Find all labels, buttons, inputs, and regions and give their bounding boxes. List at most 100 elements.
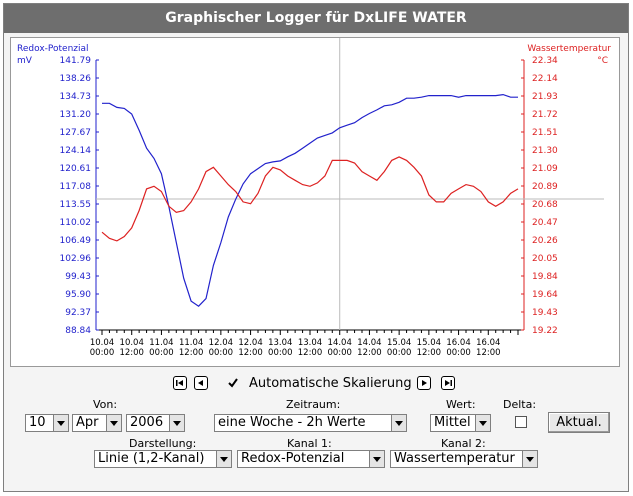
next-page-button[interactable] — [417, 376, 431, 390]
right-tick-label: 21.93 — [532, 92, 558, 102]
chevron-down-icon — [369, 451, 384, 467]
left-tick-label: 124.14 — [60, 146, 92, 156]
wert-label: Wert: — [446, 398, 476, 411]
right-tick-label: 20.47 — [532, 218, 558, 228]
right-tick-label: 20.68 — [532, 200, 558, 210]
left-tick-label: 138.26 — [60, 74, 92, 84]
left-tick-label: 88.84 — [65, 326, 91, 336]
x-tick-date: 11.04 — [179, 338, 203, 348]
chevron-down-icon — [216, 451, 231, 467]
x-tick-date: 15.04 — [387, 338, 411, 348]
left-tick-label: 134.73 — [60, 92, 92, 102]
left-tick-label: 120.61 — [60, 164, 92, 174]
kanal1-label: Kanal 1: — [287, 437, 332, 450]
last-page-button[interactable] — [441, 376, 455, 390]
darstellung-select[interactable]: Linie (1,2-Kanal) — [94, 450, 232, 468]
right-tick-label: 21.09 — [532, 164, 558, 174]
x-tick-date: 12.04 — [209, 338, 233, 348]
kanal1-value: Redox-Potenzial — [241, 451, 345, 466]
left-tick-label: 102.96 — [60, 254, 92, 264]
next-icon — [422, 380, 427, 386]
x-tick-time: 12:00 — [298, 348, 323, 358]
right-tick-label: 19.43 — [532, 308, 558, 318]
x-tick-date: 16.04 — [446, 338, 470, 348]
delta-checkbox[interactable] — [515, 416, 527, 428]
x-tick-date: 14.04 — [328, 338, 352, 348]
left-tick-label: 99.43 — [65, 272, 91, 282]
x-tick-date: 12.04 — [238, 338, 262, 348]
year-value: 2006 — [130, 415, 164, 430]
wert-value: Mittel — [434, 415, 471, 430]
left-tick-label: 110.02 — [60, 218, 92, 228]
x-tick-date: 10.04 — [120, 338, 144, 348]
day-value: 10 — [29, 415, 46, 430]
temperature-series-line — [101, 156, 519, 242]
zeitraum-select[interactable]: eine Woche - 2h Werte — [214, 414, 407, 432]
zeitraum-value: eine Woche - 2h Werte — [218, 415, 366, 430]
right-tick-label: 19.84 — [532, 272, 558, 282]
x-tick-time: 00:00 — [209, 348, 234, 358]
x-tick-time: 00:00 — [446, 348, 471, 358]
kanal2-select[interactable]: Wassertemperatur — [390, 450, 538, 468]
kanal2-value: Wassertemperatur — [394, 451, 515, 466]
left-tick-label: 106.49 — [60, 236, 92, 246]
darstellung-value: Linie (1,2-Kanal) — [98, 451, 205, 466]
left-tick-label: 113.55 — [60, 200, 92, 210]
month-value: Apr — [76, 415, 99, 430]
left-tick-label: 92.37 — [65, 308, 91, 318]
right-tick-label: 21.30 — [532, 146, 558, 156]
chevron-down-icon — [106, 415, 121, 431]
left-tick-label: 95.90 — [65, 290, 91, 300]
von-label: Von: — [93, 398, 118, 411]
x-tick-date: 13.04 — [298, 338, 322, 348]
update-button[interactable]: Aktual. — [548, 412, 610, 433]
chevron-down-icon — [169, 415, 184, 431]
right-axis-label: Wassertemperatur — [527, 44, 611, 54]
previous-page-button[interactable] — [194, 376, 208, 390]
x-tick-time: 12:00 — [179, 348, 204, 358]
right-tick-label: 20.26 — [532, 236, 558, 246]
chart-panel: Redox-Potenzial mV Wassertemperatur °C 1… — [10, 37, 620, 367]
right-tick-label: 20.89 — [532, 182, 558, 192]
x-tick-time: 12:00 — [417, 348, 442, 358]
left-tick-label: 131.20 — [60, 110, 92, 120]
logger-chart: Redox-Potenzial mV Wassertemperatur °C 1… — [17, 38, 611, 358]
right-tick-label: 21.51 — [532, 128, 558, 138]
wert-select[interactable]: Mittel — [430, 414, 491, 432]
delta-label: Delta: — [503, 398, 537, 411]
x-tick-date: 13.04 — [268, 338, 292, 348]
x-tick-date: 15.04 — [417, 338, 441, 348]
left-axis-unit: mV — [17, 56, 33, 66]
first-page-button[interactable] — [173, 376, 187, 390]
left-tick-label: 117.08 — [60, 182, 92, 192]
left-tick-label: 141.79 — [60, 56, 92, 66]
left-axis-label: Redox-Potenzial — [17, 44, 89, 54]
kanal2-label: Kanal 2: — [441, 437, 486, 450]
redox-series-line — [102, 93, 518, 307]
month-select[interactable]: Apr — [72, 414, 122, 432]
autoscale-label: Automatische Skalierung — [249, 376, 412, 391]
chevron-down-icon — [53, 415, 68, 431]
chevron-down-icon — [475, 415, 490, 431]
right-tick-label: 19.22 — [532, 326, 558, 336]
day-select[interactable]: 10 — [25, 414, 69, 432]
x-tick-date: 10.04 — [90, 338, 114, 348]
x-tick-time: 00:00 — [387, 348, 412, 358]
right-tick-label: 22.14 — [532, 74, 558, 84]
x-tick-time: 00:00 — [90, 348, 115, 358]
skip-first-icon — [176, 380, 183, 386]
right-tick-label: 20.05 — [532, 254, 558, 264]
checkmark-icon — [228, 378, 238, 388]
chevron-down-icon — [522, 451, 537, 467]
kanal1-select[interactable]: Redox-Potenzial — [237, 450, 385, 468]
darstellung-label: Darstellung: — [129, 437, 197, 450]
left-tick-label: 127.67 — [60, 128, 92, 138]
prev-icon — [198, 380, 203, 386]
x-tick-time: 00:00 — [268, 348, 293, 358]
year-select[interactable]: 2006 — [126, 414, 185, 432]
x-tick-time: 12:00 — [357, 348, 382, 358]
autoscale-checkbox[interactable] — [227, 374, 239, 388]
right-tick-label: 22.34 — [532, 56, 558, 66]
x-tick-time: 12:00 — [238, 348, 263, 358]
x-tick-time: 12:00 — [476, 348, 501, 358]
